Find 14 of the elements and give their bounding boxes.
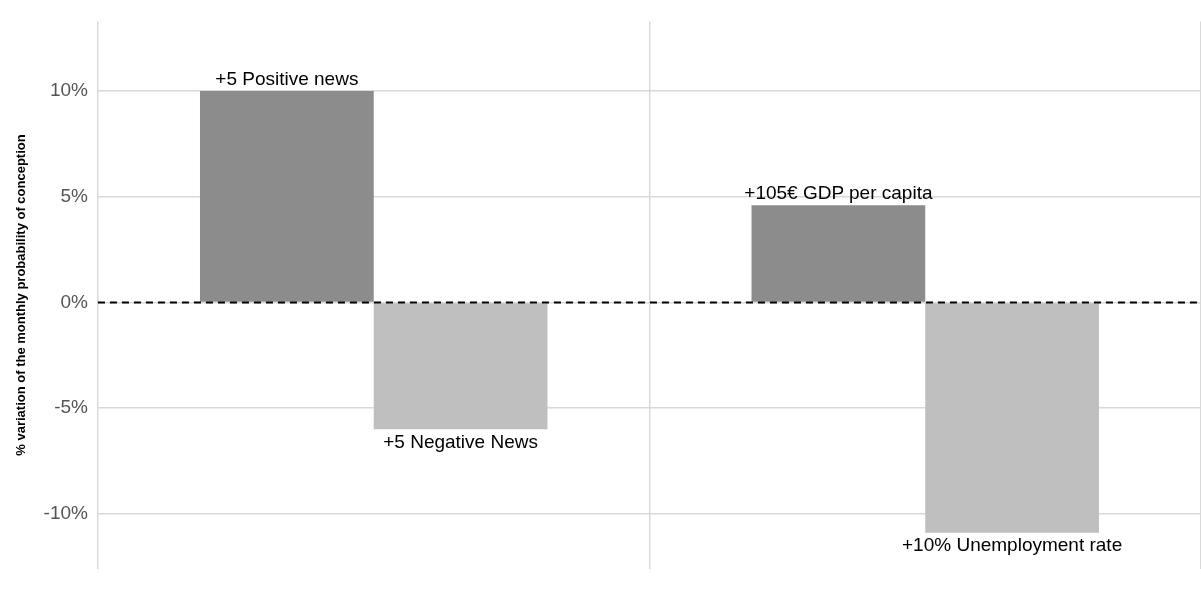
y-tick-label: 5% bbox=[60, 184, 89, 206]
bar bbox=[925, 303, 1099, 533]
bar bbox=[751, 205, 926, 302]
bar bbox=[373, 303, 548, 430]
annotation: +10% Unemployment rate bbox=[902, 534, 1123, 556]
y-tick-label: -10% bbox=[43, 501, 89, 523]
annotation: +105€ GDP per capita bbox=[744, 181, 933, 203]
y-axis-title: % variation of the monthly probability of conception bbox=[13, 134, 29, 456]
annotation: +5 Negative News bbox=[383, 430, 538, 452]
y-tick-label: -5% bbox=[54, 396, 89, 418]
bar bbox=[199, 91, 374, 302]
y-tick-label: 10% bbox=[49, 79, 89, 101]
y-tick-label: 0% bbox=[60, 290, 89, 312]
annotation: +5 Positive news bbox=[215, 67, 359, 89]
